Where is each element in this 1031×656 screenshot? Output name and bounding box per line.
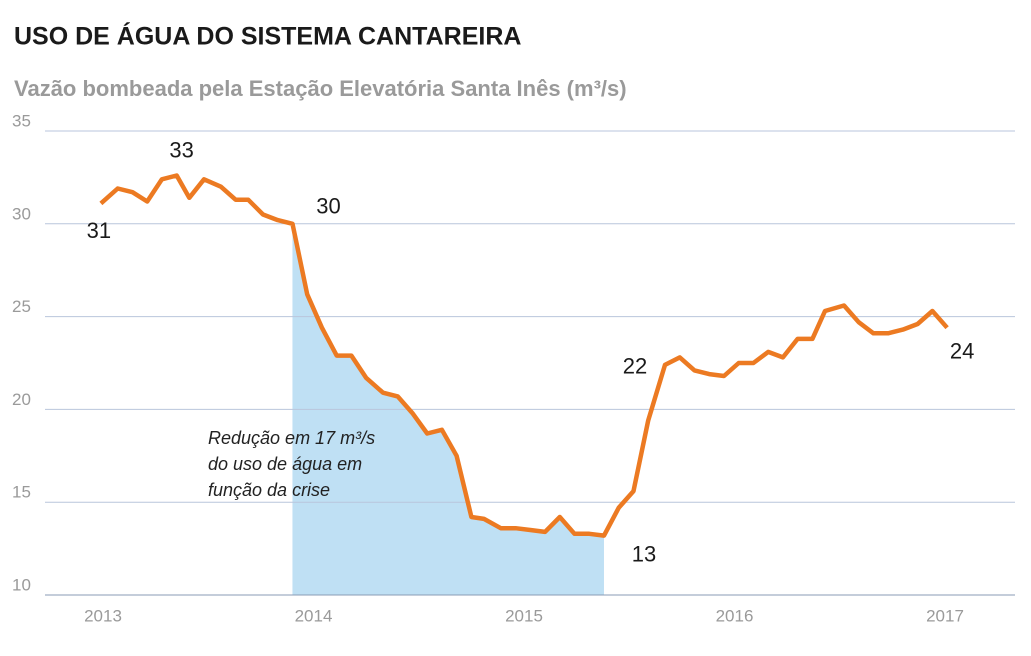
- x-tick-label: 2013: [84, 606, 122, 625]
- data-label: 33: [169, 137, 193, 162]
- y-tick-label: 10: [12, 575, 31, 594]
- y-tick-label: 25: [12, 297, 31, 316]
- data-label: 31: [87, 218, 111, 243]
- data-label: 13: [632, 541, 656, 566]
- annotation: do uso de água em: [208, 454, 362, 474]
- data-label: 24: [950, 339, 974, 364]
- data-label: 22: [623, 354, 647, 379]
- data-label: 30: [316, 194, 340, 219]
- chart-title: USO DE ÁGUA DO SISTEMA CANTAREIRA: [14, 22, 521, 51]
- x-tick-label: 2014: [295, 606, 333, 625]
- y-tick-label: 35: [12, 111, 31, 130]
- data-line: [99, 173, 949, 538]
- x-tick-label: 2016: [716, 606, 754, 625]
- x-tick-label: 2015: [505, 606, 543, 625]
- x-tick-label: 2017: [926, 606, 964, 625]
- annotation: função da crise: [208, 480, 330, 500]
- y-tick-label: 20: [12, 390, 31, 409]
- annotation: Redução em 17 m³/s: [208, 428, 375, 448]
- chart-subtitle: Vazão bombeada pela Estação Elevatória S…: [14, 76, 627, 101]
- y-tick-label: 30: [12, 204, 31, 223]
- y-tick-label: 15: [12, 483, 31, 502]
